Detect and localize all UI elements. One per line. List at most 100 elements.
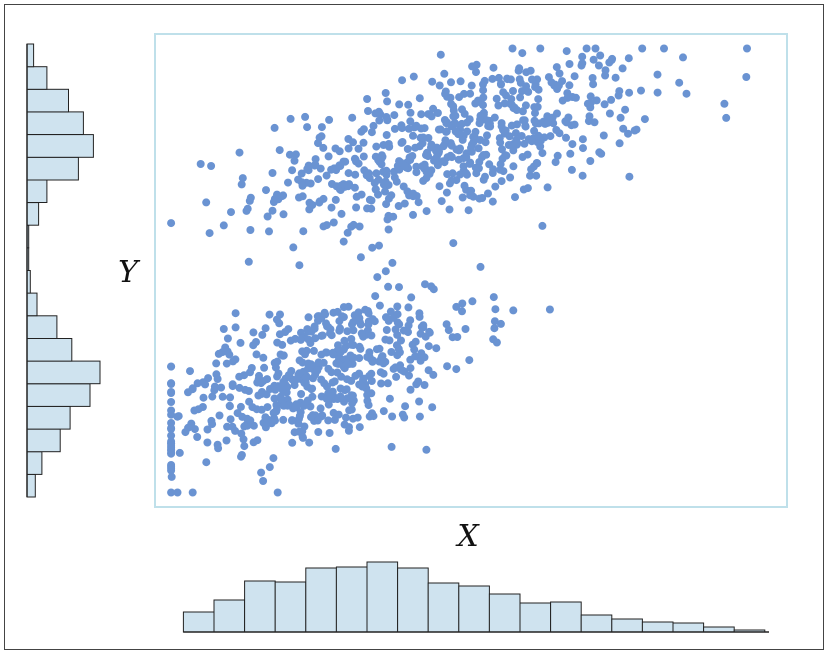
scatter-point	[167, 466, 176, 475]
scatter-point	[530, 116, 539, 125]
scatter-point	[270, 123, 279, 132]
scatter-point	[379, 359, 388, 368]
scatter-point	[720, 99, 729, 108]
scatter-point	[290, 156, 299, 165]
scatter-point	[291, 150, 300, 159]
scatter-point	[578, 171, 587, 180]
scatter-point	[424, 366, 433, 375]
scatter-point	[429, 104, 438, 113]
scatter-point	[167, 388, 176, 396]
scatter-point	[226, 393, 235, 402]
scatter-point	[488, 197, 497, 206]
scatter-point	[404, 100, 413, 109]
scatter-point	[228, 382, 237, 391]
scatter-point	[519, 116, 528, 125]
scatter-point	[325, 115, 334, 124]
scatter-point	[475, 158, 484, 166]
scatter-point	[390, 124, 399, 133]
scatter-point	[490, 317, 499, 326]
scatter-point	[167, 431, 176, 440]
scatter-point	[371, 292, 380, 301]
scatter-point	[546, 132, 555, 141]
plot-area	[154, 33, 788, 508]
scatter-point	[387, 348, 396, 356]
scatter-point	[329, 218, 338, 227]
scatter-point	[288, 438, 297, 447]
scatter-point	[502, 151, 511, 160]
y-histogram-bar	[26, 473, 36, 498]
scatter-point	[406, 117, 415, 126]
scatter-point	[482, 116, 491, 125]
scatter-point	[492, 338, 501, 347]
scatter-point	[324, 323, 333, 332]
scatter-point	[391, 325, 400, 334]
scatter-point	[364, 401, 373, 410]
scatter-point	[284, 178, 292, 187]
scatter-point	[322, 171, 331, 180]
scatter-point	[173, 488, 182, 497]
scatter-point	[447, 78, 455, 87]
scatter-point	[632, 125, 641, 134]
scatter-point	[214, 349, 223, 358]
scatter-point	[501, 126, 510, 135]
scatter-point	[552, 63, 561, 72]
scatter-point	[621, 105, 630, 114]
scatter-point	[543, 118, 552, 127]
scatter-point	[243, 414, 252, 423]
scatter-point	[616, 113, 625, 122]
scatter-point	[352, 203, 361, 212]
scatter-point	[331, 144, 340, 153]
scatter-point	[345, 180, 354, 189]
scatter-point	[530, 126, 539, 135]
scatter-point	[327, 203, 336, 212]
scatter-point	[259, 477, 268, 485]
scatter-point	[246, 368, 254, 377]
scatter-point	[463, 127, 472, 136]
scatter-point	[364, 320, 373, 329]
scatter-point	[594, 61, 603, 70]
scatter-point	[241, 385, 250, 394]
scatter-point	[427, 143, 435, 152]
scatter-point	[489, 63, 498, 72]
scatter-point	[379, 167, 388, 176]
scatter-point	[344, 169, 353, 178]
scatter-point	[435, 182, 444, 191]
scatter-point	[379, 369, 388, 378]
scatter-point	[596, 51, 605, 60]
scatter-point	[225, 350, 234, 359]
scatter-point	[615, 139, 624, 148]
scatter-point	[462, 153, 471, 162]
scatter-point	[456, 77, 465, 86]
scatter-point	[521, 122, 530, 131]
scatter-point	[379, 407, 388, 416]
scatter-point	[565, 81, 574, 90]
scatter-point	[432, 344, 441, 353]
scatter-point	[265, 310, 274, 319]
scatter-point	[374, 107, 383, 116]
scatter-point	[464, 206, 473, 215]
scatter-point	[188, 384, 197, 393]
scatter-point	[315, 197, 324, 206]
scatter-point	[167, 219, 176, 228]
y-histogram-bar	[26, 156, 79, 181]
scatter-point	[295, 411, 304, 420]
scatter-point	[263, 403, 272, 412]
scatter-point	[276, 384, 285, 392]
scatter-point	[570, 72, 579, 81]
scatter-point	[578, 59, 587, 68]
scatter-point	[186, 367, 194, 376]
scatter-point	[381, 267, 390, 276]
scatter-point	[167, 461, 176, 469]
scatter-point	[235, 148, 244, 157]
scatter-point	[526, 171, 534, 180]
scatter-point	[347, 222, 356, 231]
scatter-point	[252, 350, 261, 359]
scatter-point	[563, 89, 572, 98]
scatter-point	[276, 392, 285, 401]
scatter-point	[409, 192, 418, 201]
scatter-point	[508, 44, 517, 53]
scatter-point	[167, 488, 176, 497]
scatter-point	[368, 357, 377, 366]
scatter-point	[304, 313, 313, 322]
scatter-point	[314, 358, 323, 367]
